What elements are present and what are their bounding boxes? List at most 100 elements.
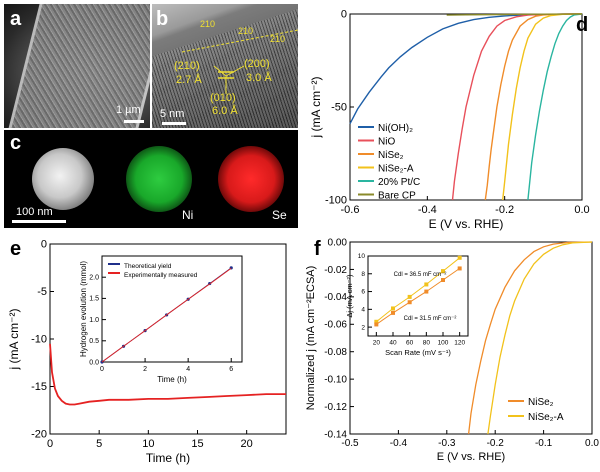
x-tick-label: -0.1 <box>535 438 553 449</box>
x-tick-label: 5 <box>96 438 102 450</box>
data-point <box>424 282 429 287</box>
spacing-010: 6.0 Å <box>212 105 238 117</box>
y-tick-label: -0.06 <box>324 320 347 331</box>
ni-map <box>126 146 192 212</box>
data-point <box>374 319 379 324</box>
data-point <box>424 289 429 294</box>
panel-d-polarization-chart: -0.6 -0.4 -0.2 0.0 0 -50 -100 E (V vs. RHE) j (m… <box>300 0 600 232</box>
x-tick-label: 80 <box>423 340 431 347</box>
legend-entry: 20% Pt/C <box>378 177 420 188</box>
x-axis-label: Scan Rate (mV s⁻¹) <box>385 348 451 357</box>
plane-200: (200) <box>244 58 270 70</box>
inset-background <box>368 256 468 336</box>
panel-label-a: a <box>10 8 22 30</box>
x-tick-label: 100 <box>438 340 449 347</box>
surface-index-3: 210 <box>270 34 286 44</box>
surface-index-1: 210 <box>200 19 216 29</box>
y-tick-label: -0.10 <box>324 374 347 385</box>
series-line <box>49 343 286 406</box>
x-axis-label: Time (h) <box>157 375 187 384</box>
panel-label-b: b <box>156 8 169 30</box>
data-point <box>407 300 412 305</box>
panel-f-normalized-chart: -0.5 -0.4 -0.3 -0.2 -0.1 0.0 0.00 -0.02 -0.04 -0.… <box>300 234 600 467</box>
spacing-200: 3.0 Å <box>246 72 272 84</box>
scale-bar <box>124 120 144 123</box>
x-tick-label: 40 <box>389 340 397 347</box>
x-tick-label: 2 <box>143 366 147 373</box>
data-point <box>457 255 462 260</box>
panel-label-d: d <box>576 14 589 36</box>
inset-cdl-chart: 20 40 60 80 100 120 2 4 6 8 10 Scan Rate (mV s⁻¹) Δj… <box>345 253 469 357</box>
y-tick-label: -50 <box>331 102 347 114</box>
panel-e-stability-chart: 0 5 10 15 20 0 -5 -10 -15 -20 Time (h) j (mA cm⁻²) 0… <box>0 234 300 467</box>
panel-a-sem-image: a 1 µm <box>4 4 150 128</box>
y-tick-label: -0.02 <box>324 265 347 276</box>
scale-bar <box>162 122 186 125</box>
chart-f-svg: -0.5 -0.4 -0.3 -0.2 -0.1 0.0 0.00 -0.02 -0.04 -0.… <box>305 237 599 463</box>
x-tick-label: 0.0 <box>574 204 589 216</box>
hrtem-annotations <box>181 29 298 94</box>
plot-frame <box>349 241 593 435</box>
plot-frame <box>101 255 243 363</box>
y-tick-label: -0.04 <box>324 292 347 303</box>
y-tick-label: 0 <box>41 239 47 251</box>
x-tick-label: 10 <box>142 438 154 450</box>
series-line <box>467 241 593 435</box>
inset-hydrogen-chart: 0 2 4 6 0.0 0.5 1.0 1.5 2.0 Time (h) Hydrogen evol… <box>79 255 243 384</box>
series-line <box>484 13 583 201</box>
cdl-annotation: Cdl = 36.5 mF cm⁻² <box>394 272 447 278</box>
data-point <box>441 269 445 274</box>
y-tick-label: 0.5 <box>89 338 99 345</box>
panel-label-e: e <box>10 238 22 260</box>
series-line <box>527 13 583 201</box>
legend-entry: NiSe₂ <box>378 150 404 161</box>
x-tick-label: -0.6 <box>341 204 360 216</box>
data-point <box>374 322 379 327</box>
spacing-210: 2.7 Å <box>176 74 202 86</box>
y-tick-label: -5 <box>37 286 47 298</box>
plane-010: (010) <box>210 92 236 104</box>
y-tick-label: 4 <box>361 307 365 314</box>
y-tick-label: 1.0 <box>89 317 99 324</box>
y-tick-label: -20 <box>31 429 47 441</box>
series-line <box>487 241 593 435</box>
haadf-particle <box>32 148 94 210</box>
x-tick-label: 0 <box>100 366 104 373</box>
arrow-200 <box>225 65 245 77</box>
panel-c-eds-maps: c 100 nm Ni Se <box>4 130 298 228</box>
y-axis-label: j (mA cm⁻²) <box>309 77 323 139</box>
x-tick-label: 15 <box>191 438 203 450</box>
x-tick-label: -0.5 <box>341 438 359 449</box>
y-tick-label: 6 <box>361 289 365 296</box>
data-point <box>457 266 462 271</box>
plot-frame <box>367 255 469 337</box>
y-tick-label: -0.08 <box>324 347 347 358</box>
ni-map-label: Ni <box>182 208 194 222</box>
cdl-annotation: Cdl = 31.5 mF cm⁻² <box>404 316 457 322</box>
legend-entry: Theoretical yield <box>124 263 172 270</box>
x-tick-label: 0.0 <box>585 438 599 449</box>
legend-entry: NiSe₂-A <box>378 164 414 175</box>
legend-entry: Ni(OH)₂ <box>378 123 413 134</box>
scale-bar-label: 5 nm <box>160 108 185 120</box>
x-tick-label: 20 <box>241 438 253 450</box>
scale-bar <box>12 220 66 223</box>
data-point <box>391 310 395 315</box>
y-tick-label: 0.0 <box>89 359 99 366</box>
x-tick-label: 60 <box>406 340 414 347</box>
x-tick-label: -0.3 <box>438 438 456 449</box>
legend-entry: Experimentally measured <box>124 272 198 279</box>
y-tick-label: -0.14 <box>324 429 347 440</box>
inset-background <box>102 256 242 362</box>
data-point <box>441 278 445 282</box>
series-line <box>451 13 583 201</box>
panel-b-hrtem-image: b 210 210 210 (210) 2.7 Å (200) 3.0 Å (0… <box>152 4 298 128</box>
x-tick-label: 0 <box>47 438 53 450</box>
x-tick-label: 20 <box>373 340 381 347</box>
y-tick-label: 0.00 <box>328 237 348 248</box>
data-point <box>407 294 412 299</box>
arrow-210 <box>213 65 227 77</box>
x-tick-label: -0.2 <box>487 438 505 449</box>
legend-entry: NiSe₂-A <box>528 412 564 423</box>
